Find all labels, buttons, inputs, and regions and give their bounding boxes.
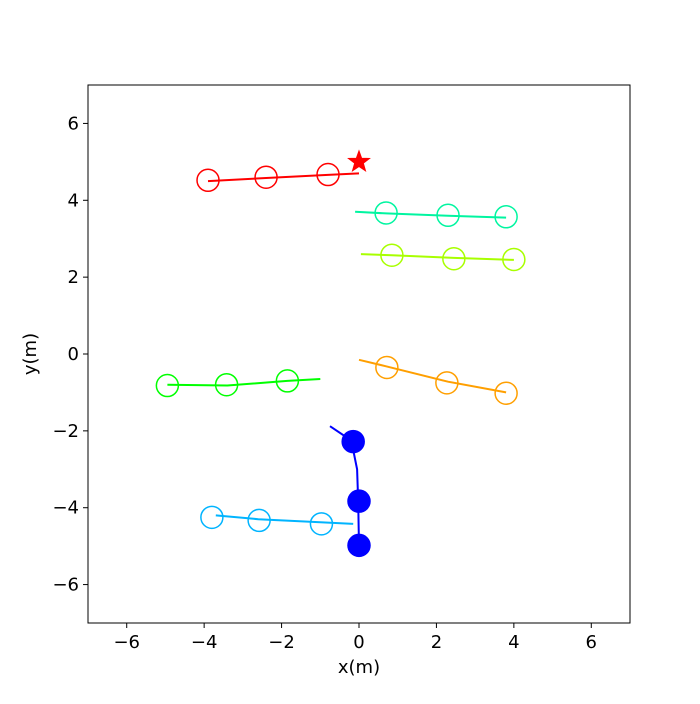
series-6-point-1 <box>247 508 271 533</box>
series-0-point-2 <box>316 162 340 187</box>
x-tick-label: −4 <box>191 632 218 653</box>
y-tick-label: −2 <box>52 421 79 442</box>
series-5-point-0 <box>341 429 365 454</box>
y-tick-label: 6 <box>68 113 79 134</box>
series-4-point-0 <box>155 373 180 398</box>
series-1-point-2 <box>494 205 518 229</box>
series-3-point-0 <box>375 355 399 380</box>
series-3-point-2 <box>494 381 518 405</box>
series-line-6 <box>215 514 354 525</box>
series-4-point-2 <box>275 369 300 393</box>
x-tick-label: 6 <box>586 632 597 653</box>
x-tick-label: 0 <box>353 632 364 653</box>
series-6-point-2 <box>309 512 334 536</box>
series-2-point-2 <box>502 247 526 272</box>
series-0-point-0 <box>196 168 220 193</box>
x-tick-label: −6 <box>113 632 140 653</box>
series-line-2 <box>360 253 514 261</box>
series-0-point-1 <box>254 165 278 189</box>
x-axis-label: x(m) <box>338 657 380 678</box>
series-6-point-0 <box>200 505 224 530</box>
y-tick-label: 0 <box>68 344 79 365</box>
series-2-point-0 <box>380 243 404 267</box>
series-line-0 <box>207 172 360 183</box>
x-tick-label: 4 <box>508 632 519 653</box>
x-tick-label: −2 <box>268 632 295 653</box>
series-2-point-1 <box>442 246 466 271</box>
series-3-point-1 <box>435 371 459 395</box>
y-tick-label: −4 <box>52 498 79 519</box>
series-4-point-1 <box>214 372 239 397</box>
series-line-4 <box>167 378 321 387</box>
series-line-1 <box>355 210 507 219</box>
series-1-point-1 <box>436 203 460 228</box>
series-1-point-0 <box>374 201 398 225</box>
series-5-point-1 <box>347 489 371 513</box>
goal-star-marker <box>347 149 371 172</box>
x-tick-label: 2 <box>431 632 442 653</box>
series-line-3 <box>358 358 507 394</box>
y-axis-label: y(m) <box>20 333 41 375</box>
y-tick-label: 2 <box>68 267 79 288</box>
y-tick-label: −6 <box>52 575 79 596</box>
series-5-point-2 <box>347 533 371 558</box>
y-tick-label: 4 <box>68 190 79 211</box>
